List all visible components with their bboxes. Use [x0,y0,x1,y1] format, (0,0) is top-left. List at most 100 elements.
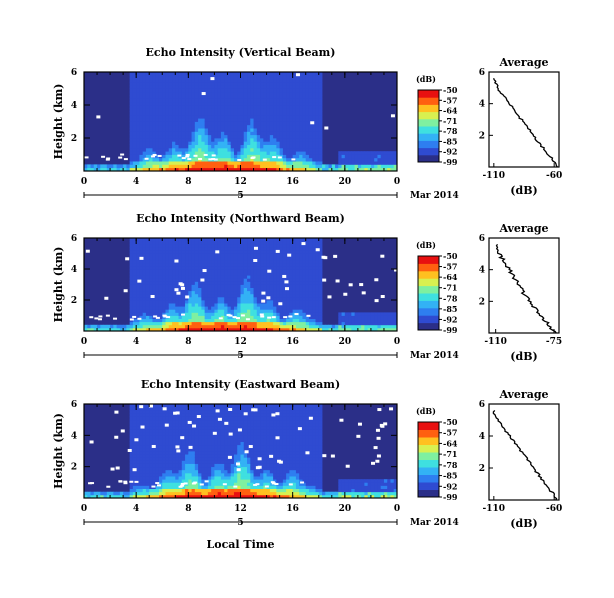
heatmap-cell [207,238,212,242]
heatmap-cell [204,272,209,276]
heatmap-cell [142,300,147,304]
heatmap-cell [142,134,147,139]
heatmap-cell [380,157,385,162]
heatmap-cell [168,147,173,152]
heatmap-cell [136,482,140,486]
heatmap-cell [211,98,215,103]
heatmap-cell [302,296,307,301]
heatmap-cell [289,144,294,149]
heatmap-cell [142,161,147,165]
heatmap-cell [292,88,297,93]
missing-data-mark [185,295,190,299]
heatmap-cell [158,419,163,424]
heatmap-cell [204,281,209,285]
heatmap-cell [354,321,359,326]
date-label: Mar 2014 [410,351,459,361]
heatmap-cell [269,262,274,267]
missing-data-mark [198,157,203,160]
heatmap-cell [269,281,274,285]
heatmap-cell [250,95,254,99]
heatmap-cell [132,101,137,106]
heatmap-cell [256,309,261,313]
heatmap-cell [237,147,241,152]
heatmap-cell [132,312,137,316]
heatmap-cell [211,105,215,109]
heatmap-cell [318,78,323,83]
heatmap-cell [292,131,297,136]
heatmap-cell [165,108,170,112]
heatmap-cell [256,78,261,83]
heatmap-cell [211,91,215,96]
missing-data-mark [259,313,264,316]
heatmap-cell [145,441,150,446]
heatmap-cell [260,324,264,329]
heatmap-cell [370,321,375,326]
heatmap-cell [191,250,196,254]
heatmap-cell [162,157,166,162]
heatmap-cell [204,124,209,129]
heatmap-cell [136,78,140,83]
heatmap-cell [188,472,192,477]
heatmap-cell [308,312,313,316]
heatmap-cell [224,262,228,267]
heatmap-cell [282,118,287,122]
heatmap-cell [308,108,313,112]
heatmap-cell [260,244,264,248]
heatmap-cell [338,321,342,326]
heatmap-cell [168,98,173,103]
heatmap-cell [158,88,163,93]
heatmap-cell [227,244,232,248]
heatmap-cell [250,303,254,307]
heatmap-cell [207,164,212,169]
heatmap-cell [250,114,254,119]
heatmap-cell [364,324,369,329]
heatmap-cell [250,85,254,89]
heatmap-cell [132,494,137,499]
heatmap-cell [172,157,176,162]
heatmap-cell [393,327,398,332]
heatmap-cell [136,105,140,109]
heatmap-cell [116,494,121,499]
heatmap-cell [139,111,144,116]
heatmap-cell [178,253,183,257]
heatmap-cell [162,95,166,99]
heatmap-cell [227,118,232,122]
heatmap-cell [227,101,232,106]
heatmap-cell [162,244,166,248]
heatmap-cell [149,269,153,273]
heatmap-cell [315,108,320,112]
heatmap-cell [217,244,222,248]
heatmap-cell [217,238,222,242]
missing-data-mark [123,289,128,293]
heatmap-cell [194,124,199,129]
heatmap-cell [295,91,300,96]
heatmap-cell [380,327,385,332]
heatmap-cell [315,265,320,270]
heatmap-cell [273,151,277,155]
heatmap-cell [312,312,316,316]
heatmap-cell [145,78,150,83]
heatmap-cell [194,306,199,310]
heatmap-cell [168,81,173,86]
heatmap-cell [201,303,206,307]
heatmap-cell [289,75,294,79]
heatmap-cell [204,265,209,270]
heatmap-cell [322,167,326,172]
heatmap-cell [158,432,163,436]
heatmap-cell [185,256,189,261]
heatmap-cell [132,407,137,411]
heatmap-cell [289,265,294,270]
heatmap-cell [149,309,153,313]
heatmap-cell [201,284,206,288]
heatmap-cell [224,118,228,122]
heatmap-cell [367,318,372,323]
heatmap-cell [152,296,157,301]
heatmap-cell [185,157,189,162]
heatmap-cell [185,121,189,126]
colorbar-segment [418,140,439,143]
heatmap-cell [276,101,281,106]
heatmap-cell [266,250,271,254]
heatmap-cell [191,454,196,458]
heatmap-cell [240,124,245,129]
heatmap-cell [201,118,206,122]
